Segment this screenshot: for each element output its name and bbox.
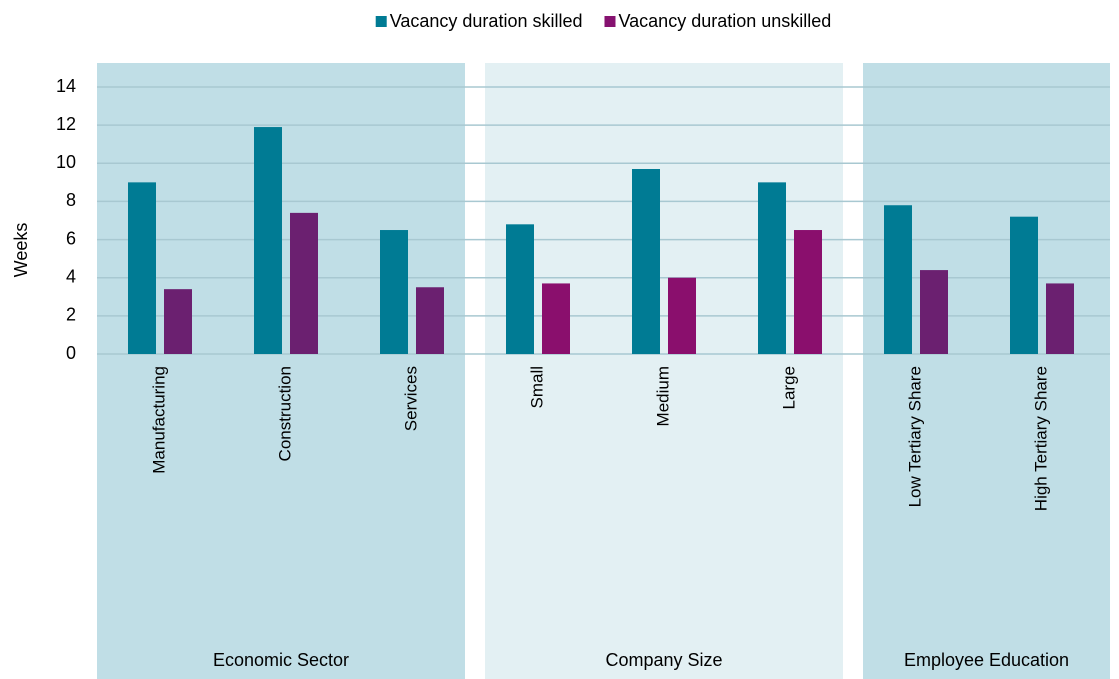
- x-tick-label: Small: [527, 366, 546, 409]
- x-tick-label: Low Tertiary Share: [905, 366, 924, 507]
- bar: [632, 169, 660, 354]
- x-tick-label: Large: [779, 366, 798, 409]
- x-tick-label: Manufacturing: [149, 366, 168, 474]
- bar: [542, 283, 570, 354]
- x-tick-label: Services: [401, 366, 420, 431]
- group-label: Company Size: [605, 650, 722, 670]
- y-tick-label: 14: [56, 76, 76, 96]
- backgrounds: [97, 63, 1110, 679]
- y-tick-label: 0: [66, 343, 76, 363]
- bar: [884, 205, 912, 354]
- bar: [1010, 216, 1038, 354]
- bar: [758, 182, 786, 354]
- y-tick-label: 4: [66, 266, 76, 286]
- bar: [506, 224, 534, 354]
- bar: [290, 212, 318, 354]
- bar: [128, 182, 156, 354]
- x-tick-label: High Tertiary Share: [1031, 366, 1050, 511]
- group-label: Economic Sector: [213, 650, 349, 670]
- bar: [164, 289, 192, 354]
- legend-label: Vacancy duration unskilled: [618, 11, 831, 31]
- bar: [794, 230, 822, 354]
- y-tick-label: 6: [66, 228, 76, 248]
- bar: [254, 127, 282, 354]
- y-tick-label: 8: [66, 190, 76, 210]
- y-tick-label: 10: [56, 152, 76, 172]
- y-axis-label: Weeks: [11, 223, 31, 278]
- group-background: [863, 63, 1110, 679]
- bar: [380, 230, 408, 354]
- group-label: Employee Education: [904, 650, 1069, 670]
- bar: [668, 277, 696, 354]
- bar: [416, 287, 444, 354]
- legend-swatch: [604, 16, 616, 27]
- bar: [1046, 283, 1074, 354]
- bar: [920, 270, 948, 354]
- legend-swatch: [375, 16, 387, 27]
- y-tick-label: 2: [66, 305, 76, 325]
- legend-label: Vacancy duration skilled: [390, 11, 583, 31]
- x-tick-label: Construction: [275, 366, 294, 461]
- group-background: [485, 63, 843, 679]
- legend: Vacancy duration skilled Vacancy duration…: [375, 11, 831, 31]
- y-tick-label: 12: [56, 114, 76, 134]
- x-tick-label: Medium: [653, 366, 672, 426]
